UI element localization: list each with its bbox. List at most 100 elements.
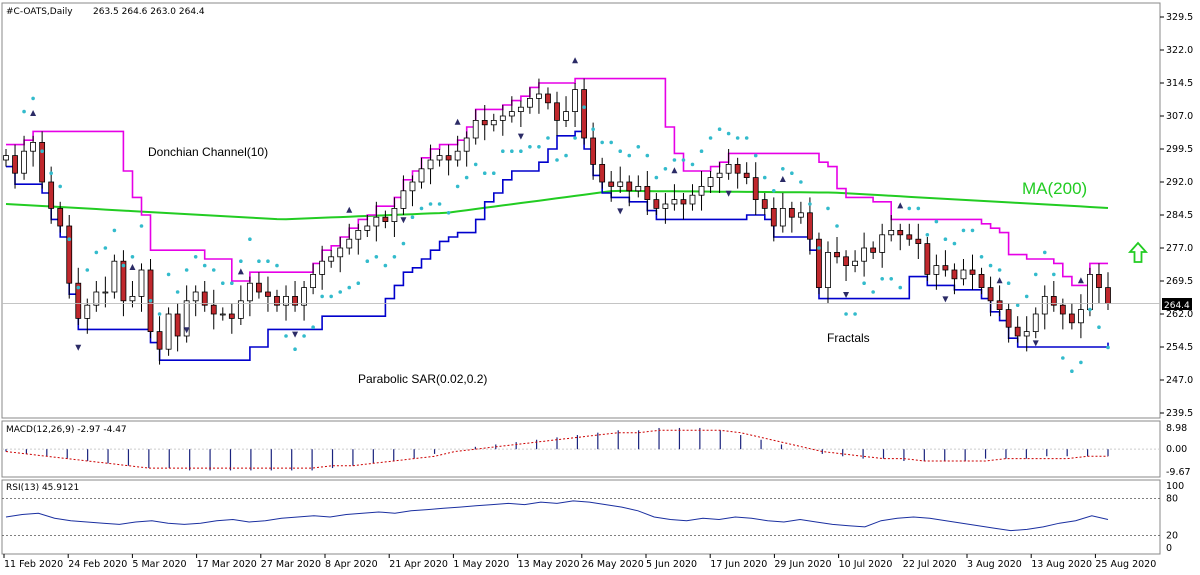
candle-bear (752, 177, 759, 201)
date-tick-label: 8 Apr 2020 (325, 559, 378, 570)
candle-bear (770, 207, 777, 227)
candle-bear (942, 265, 949, 271)
candle-bear (12, 155, 18, 174)
sar-dot (275, 263, 279, 268)
sar-dot (491, 171, 496, 175)
candle-bull (852, 260, 858, 267)
candle-bear (996, 300, 1003, 310)
fractal-down-icon (1032, 340, 1039, 347)
candle-bull (93, 291, 100, 306)
fractal-up-icon (454, 118, 461, 125)
price-tick-label: 329.5 (1166, 12, 1193, 23)
sar-dot (663, 167, 668, 171)
candle-bear (870, 247, 877, 253)
fractal-up-icon (671, 167, 678, 174)
candle-bull (246, 282, 253, 302)
date-tick-label: 24 Feb 2020 (68, 559, 127, 570)
sar-dot (781, 167, 785, 171)
sar-dot (898, 285, 903, 290)
candle-bull (418, 168, 425, 183)
candle-bear (201, 291, 208, 306)
sar-dot (329, 294, 333, 299)
candle-bull (1078, 309, 1084, 324)
candle-bear (174, 313, 181, 337)
candle-bull (698, 185, 705, 196)
sar-dot (618, 149, 623, 153)
sar-dot (636, 145, 641, 149)
sar-dot (943, 237, 948, 241)
date-tick-label: 5 Jun 2020 (646, 559, 697, 570)
sar-dot (184, 268, 189, 272)
candle-bear (382, 216, 389, 222)
sar-dot (591, 127, 595, 131)
sar-dot (889, 277, 894, 281)
sar-dot (22, 109, 26, 114)
sar-dot (690, 162, 695, 167)
candle-bull (84, 304, 91, 319)
sar-dot (654, 175, 659, 180)
candle-bear (590, 137, 597, 165)
sar-dot (1006, 281, 1011, 286)
rsi-tick-label: 20 (1166, 531, 1178, 542)
sar-dot (871, 290, 875, 294)
candle-bear (599, 163, 606, 183)
fractal-up-icon (779, 176, 786, 182)
date-tick-label: 29 Jun 2020 (774, 559, 831, 570)
date-tick-label: 1 May 2020 (453, 559, 509, 570)
sar-dot (401, 241, 406, 246)
current-price-tag (1162, 298, 1192, 310)
sar-dot (202, 263, 207, 268)
candle-bull (355, 229, 362, 240)
sar-dot (708, 136, 713, 140)
date-tick-label: 13 Aug 2020 (1031, 559, 1092, 570)
sar-dot (293, 347, 297, 352)
date-tick-label: 10 Jul 2020 (839, 559, 893, 570)
candle-bull (310, 273, 317, 288)
sar-dot (410, 215, 415, 219)
sar-dot (455, 184, 460, 189)
rsi-pane (1, 479, 1161, 555)
candle-bull (825, 251, 831, 288)
donchian-lower-line (6, 130, 1109, 361)
sar-dot (49, 171, 53, 175)
candle-bear (1050, 295, 1057, 306)
candle-bull (499, 115, 506, 121)
sar-dot (157, 312, 162, 316)
sar-dot (762, 175, 767, 180)
sar-dot (40, 149, 44, 153)
sar-dot (555, 158, 559, 162)
sar-dot (907, 206, 912, 211)
candle-bull (427, 159, 434, 170)
candle-bear (545, 93, 551, 104)
price-tick-label: 277.0 (1166, 243, 1193, 254)
sar-dot (699, 149, 704, 153)
sar-dot (193, 254, 198, 259)
candle-bear (39, 141, 46, 183)
candle-bull (346, 238, 353, 249)
candle-bear (644, 185, 651, 200)
candle-bull (563, 111, 569, 121)
date-tick-label: 17 Mar 2020 (197, 559, 257, 570)
candle-bull (165, 313, 172, 350)
sar-dot (817, 246, 821, 250)
candle-bear (445, 155, 452, 161)
candle-bear (210, 304, 217, 315)
candle-bear (156, 331, 163, 350)
sar-dot (1070, 369, 1074, 374)
candle-bear (581, 89, 587, 139)
price-tick-label: 284.5 (1166, 210, 1193, 221)
rsi-label: RSI(13) 45.9121 (6, 483, 79, 493)
sar-dot (808, 202, 812, 206)
sar-dot (473, 162, 478, 167)
sar-dot (1024, 294, 1029, 299)
donchian-label: Donchian Channel(10) (148, 145, 268, 159)
candle-bull (572, 89, 578, 112)
sar-dot (121, 263, 126, 268)
candle-bull (662, 203, 669, 209)
candle-bear (915, 238, 922, 244)
price-tick-label: 314.5 (1166, 78, 1193, 89)
sar-dot (1042, 250, 1047, 255)
candle-bull (237, 300, 244, 319)
candle-bear (120, 260, 127, 302)
price-tick-label: 269.5 (1166, 276, 1193, 287)
